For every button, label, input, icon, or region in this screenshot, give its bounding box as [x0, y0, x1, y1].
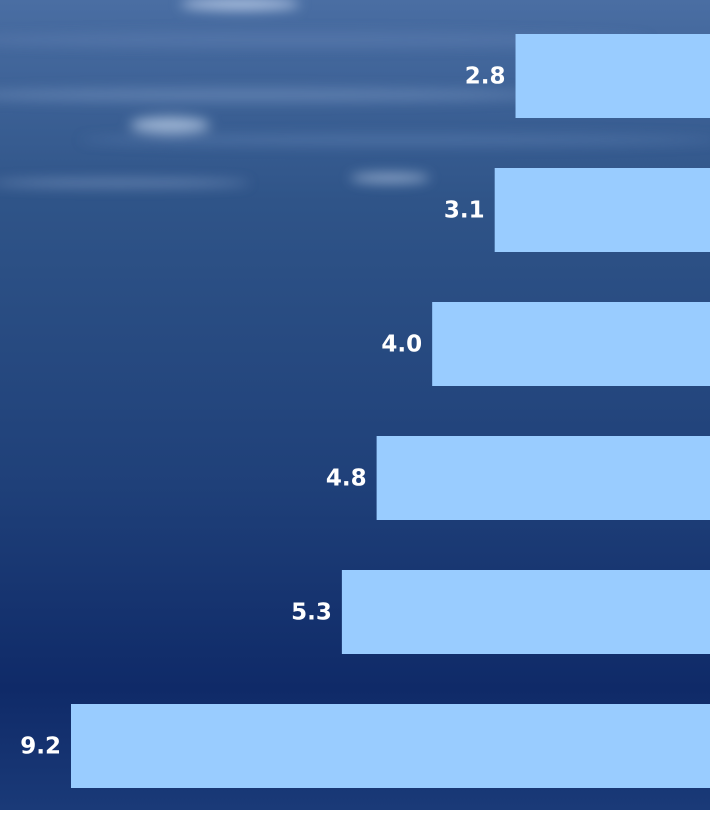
bar	[376, 436, 710, 520]
value-label: 2.8	[465, 64, 506, 90]
value-label: 4.8	[326, 466, 367, 492]
bar	[71, 704, 710, 788]
bar	[341, 570, 710, 654]
value-label: 5.3	[291, 600, 332, 626]
bar	[432, 302, 710, 386]
bar	[515, 34, 710, 118]
waves	[0, 0, 710, 187]
value-label: 9.2	[20, 734, 61, 760]
value-label: 4.0	[381, 332, 422, 358]
bar	[494, 168, 710, 252]
value-label: 3.1	[444, 198, 485, 224]
